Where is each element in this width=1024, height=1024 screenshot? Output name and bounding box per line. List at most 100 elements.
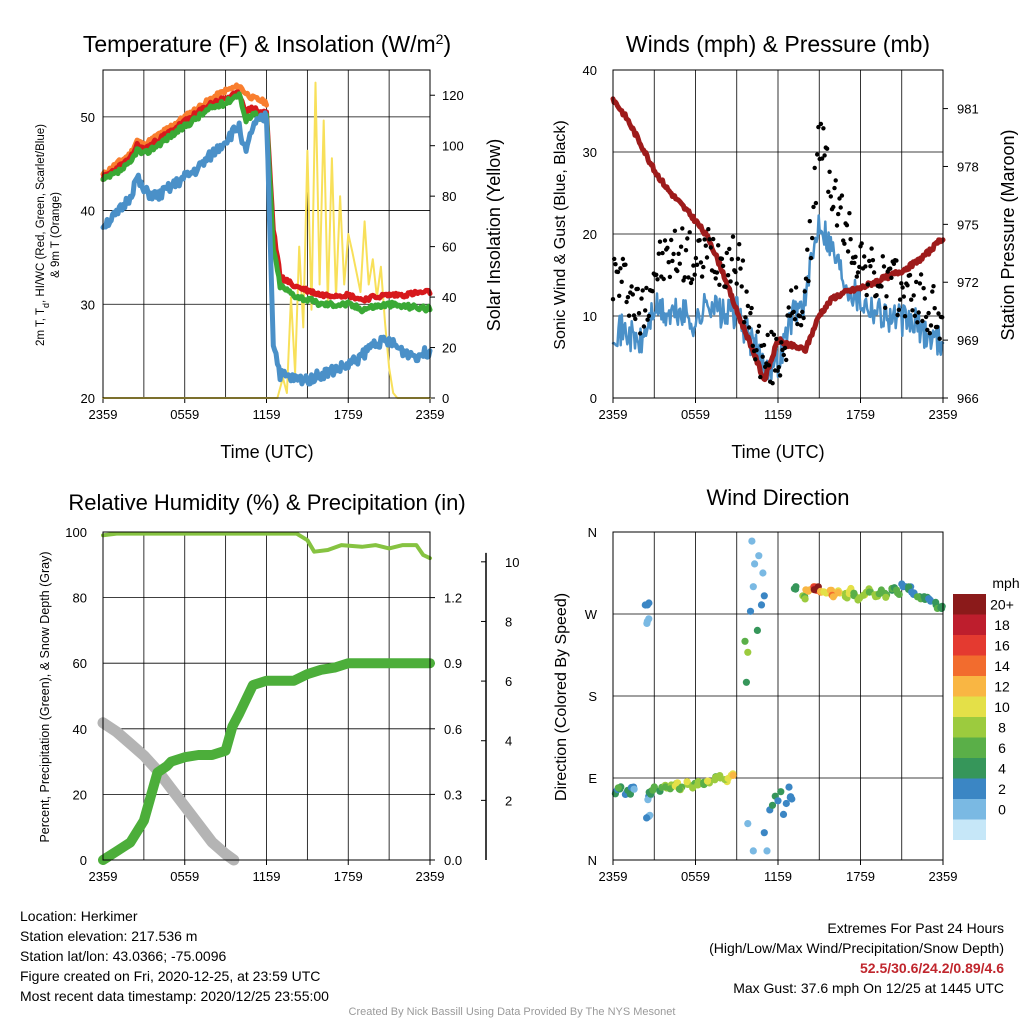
gust-point (720, 263, 726, 269)
direction-point (760, 592, 768, 600)
panel4-ylabel-left: Direction (Colored By Speed) (553, 593, 570, 801)
gust-point (692, 272, 697, 277)
panel3-title: Relative Humidity (%) & Precipitation (i… (68, 490, 465, 515)
sonic-wind-line (611, 214, 945, 381)
gust-point (636, 311, 642, 316)
gust-point (863, 264, 868, 269)
direction-point (829, 593, 837, 601)
gust-point (763, 364, 768, 369)
gust-point (869, 246, 874, 251)
colorbar-label: 2 (998, 781, 1006, 797)
extremes-title: Extremes For Past 24 Hours (827, 920, 1004, 936)
gust-point (808, 255, 814, 261)
gust-point (717, 282, 722, 287)
colorbar-segment (953, 819, 986, 840)
p2-xtick-label: 1159 (764, 407, 792, 422)
colorbar-segment (953, 676, 986, 697)
station-pressure-line (610, 96, 946, 383)
gust-point (618, 266, 623, 271)
precip-line (98, 658, 435, 865)
panel4-title: Wind Direction (706, 485, 849, 510)
p3-ytick-precip-label: 1.2 (444, 591, 462, 606)
gust-point (928, 323, 934, 328)
p3-xtick-label: 2359 (89, 869, 118, 884)
direction-point (742, 678, 751, 686)
direction-point (757, 601, 766, 609)
direction-point (834, 588, 842, 597)
gust-point (665, 245, 670, 250)
p1-ytick-right-label: 0 (442, 391, 449, 406)
gust-point (626, 313, 632, 318)
direction-point (703, 777, 712, 785)
gust-point (784, 357, 789, 363)
p1-ytick-right-label: 120 (442, 88, 464, 103)
gust-point (779, 340, 784, 345)
gust-point (834, 223, 840, 228)
p3-ytick-precip-label: 0.6 (444, 722, 462, 737)
p4-ytick-label: N (588, 853, 597, 868)
gust-point (735, 256, 741, 261)
direction-point (763, 847, 771, 855)
credit-text: Created By Nick Bassill Using Data Provi… (348, 1006, 676, 1018)
direction-point (630, 785, 638, 793)
gust-point (818, 121, 824, 127)
colorbar-label: 14 (994, 658, 1010, 674)
gust-point (699, 274, 705, 279)
gust-point (667, 274, 673, 280)
gust-point (884, 294, 889, 299)
p3-xtick-label: 1759 (334, 869, 363, 884)
gust-point (728, 279, 733, 284)
p2-ytick-right-label: 975 (957, 217, 979, 232)
colorbar-segment (953, 799, 986, 820)
p2-xtick-label: 2359 (599, 407, 628, 422)
gust-point (685, 236, 690, 241)
direction-point (785, 783, 793, 791)
p2-ytick-right-label: 978 (957, 159, 979, 174)
gust-point (641, 324, 647, 329)
direction-point (759, 569, 767, 577)
colorbar-label: 0 (998, 801, 1006, 817)
gust-point (733, 269, 738, 275)
gust-point (656, 251, 661, 256)
p1-ytick-left-label: 50 (81, 110, 95, 125)
gust-point (911, 293, 916, 298)
p1-xtick-label: 1159 (253, 407, 281, 422)
colorbar-label: 8 (998, 719, 1006, 735)
gust-point (833, 178, 838, 183)
gust-point (623, 262, 628, 267)
gust-point (801, 315, 806, 321)
direction-point (749, 583, 757, 591)
gust-point (896, 307, 902, 312)
gust-point (633, 316, 638, 322)
p3-ytick-left-label: 40 (73, 722, 87, 737)
p1-frame (102, 69, 431, 399)
gust-point (826, 189, 831, 194)
p4-xtick-label: 1759 (846, 869, 875, 884)
gust-point (889, 275, 894, 280)
p1-ytick-left-label: 40 (81, 204, 95, 219)
p2-xtick-label: 1759 (846, 407, 875, 422)
gust-point (753, 357, 758, 362)
gust-point (744, 289, 749, 294)
gust-point (844, 223, 850, 228)
gust-point (740, 258, 746, 263)
gust-point (821, 126, 826, 131)
gust-point (907, 272, 913, 278)
gust-point (791, 309, 796, 315)
gust-point (680, 226, 685, 231)
gust-point (707, 237, 712, 242)
gust-point (729, 257, 734, 262)
gust-point (782, 345, 788, 351)
gust-point (900, 285, 905, 290)
gust-point (708, 245, 713, 250)
gust-point (831, 204, 836, 210)
gust-point (617, 293, 622, 298)
station-info: Location: Herkimer Station elevation: 21… (20, 906, 329, 1006)
p1-ytick-right-label: 60 (442, 240, 456, 255)
gust-point (847, 211, 852, 216)
gust-point (910, 308, 915, 313)
gust-point (827, 169, 832, 174)
gust-point (742, 320, 747, 325)
gust-point (839, 193, 845, 198)
p3-ytick-left-label: 60 (73, 656, 87, 671)
